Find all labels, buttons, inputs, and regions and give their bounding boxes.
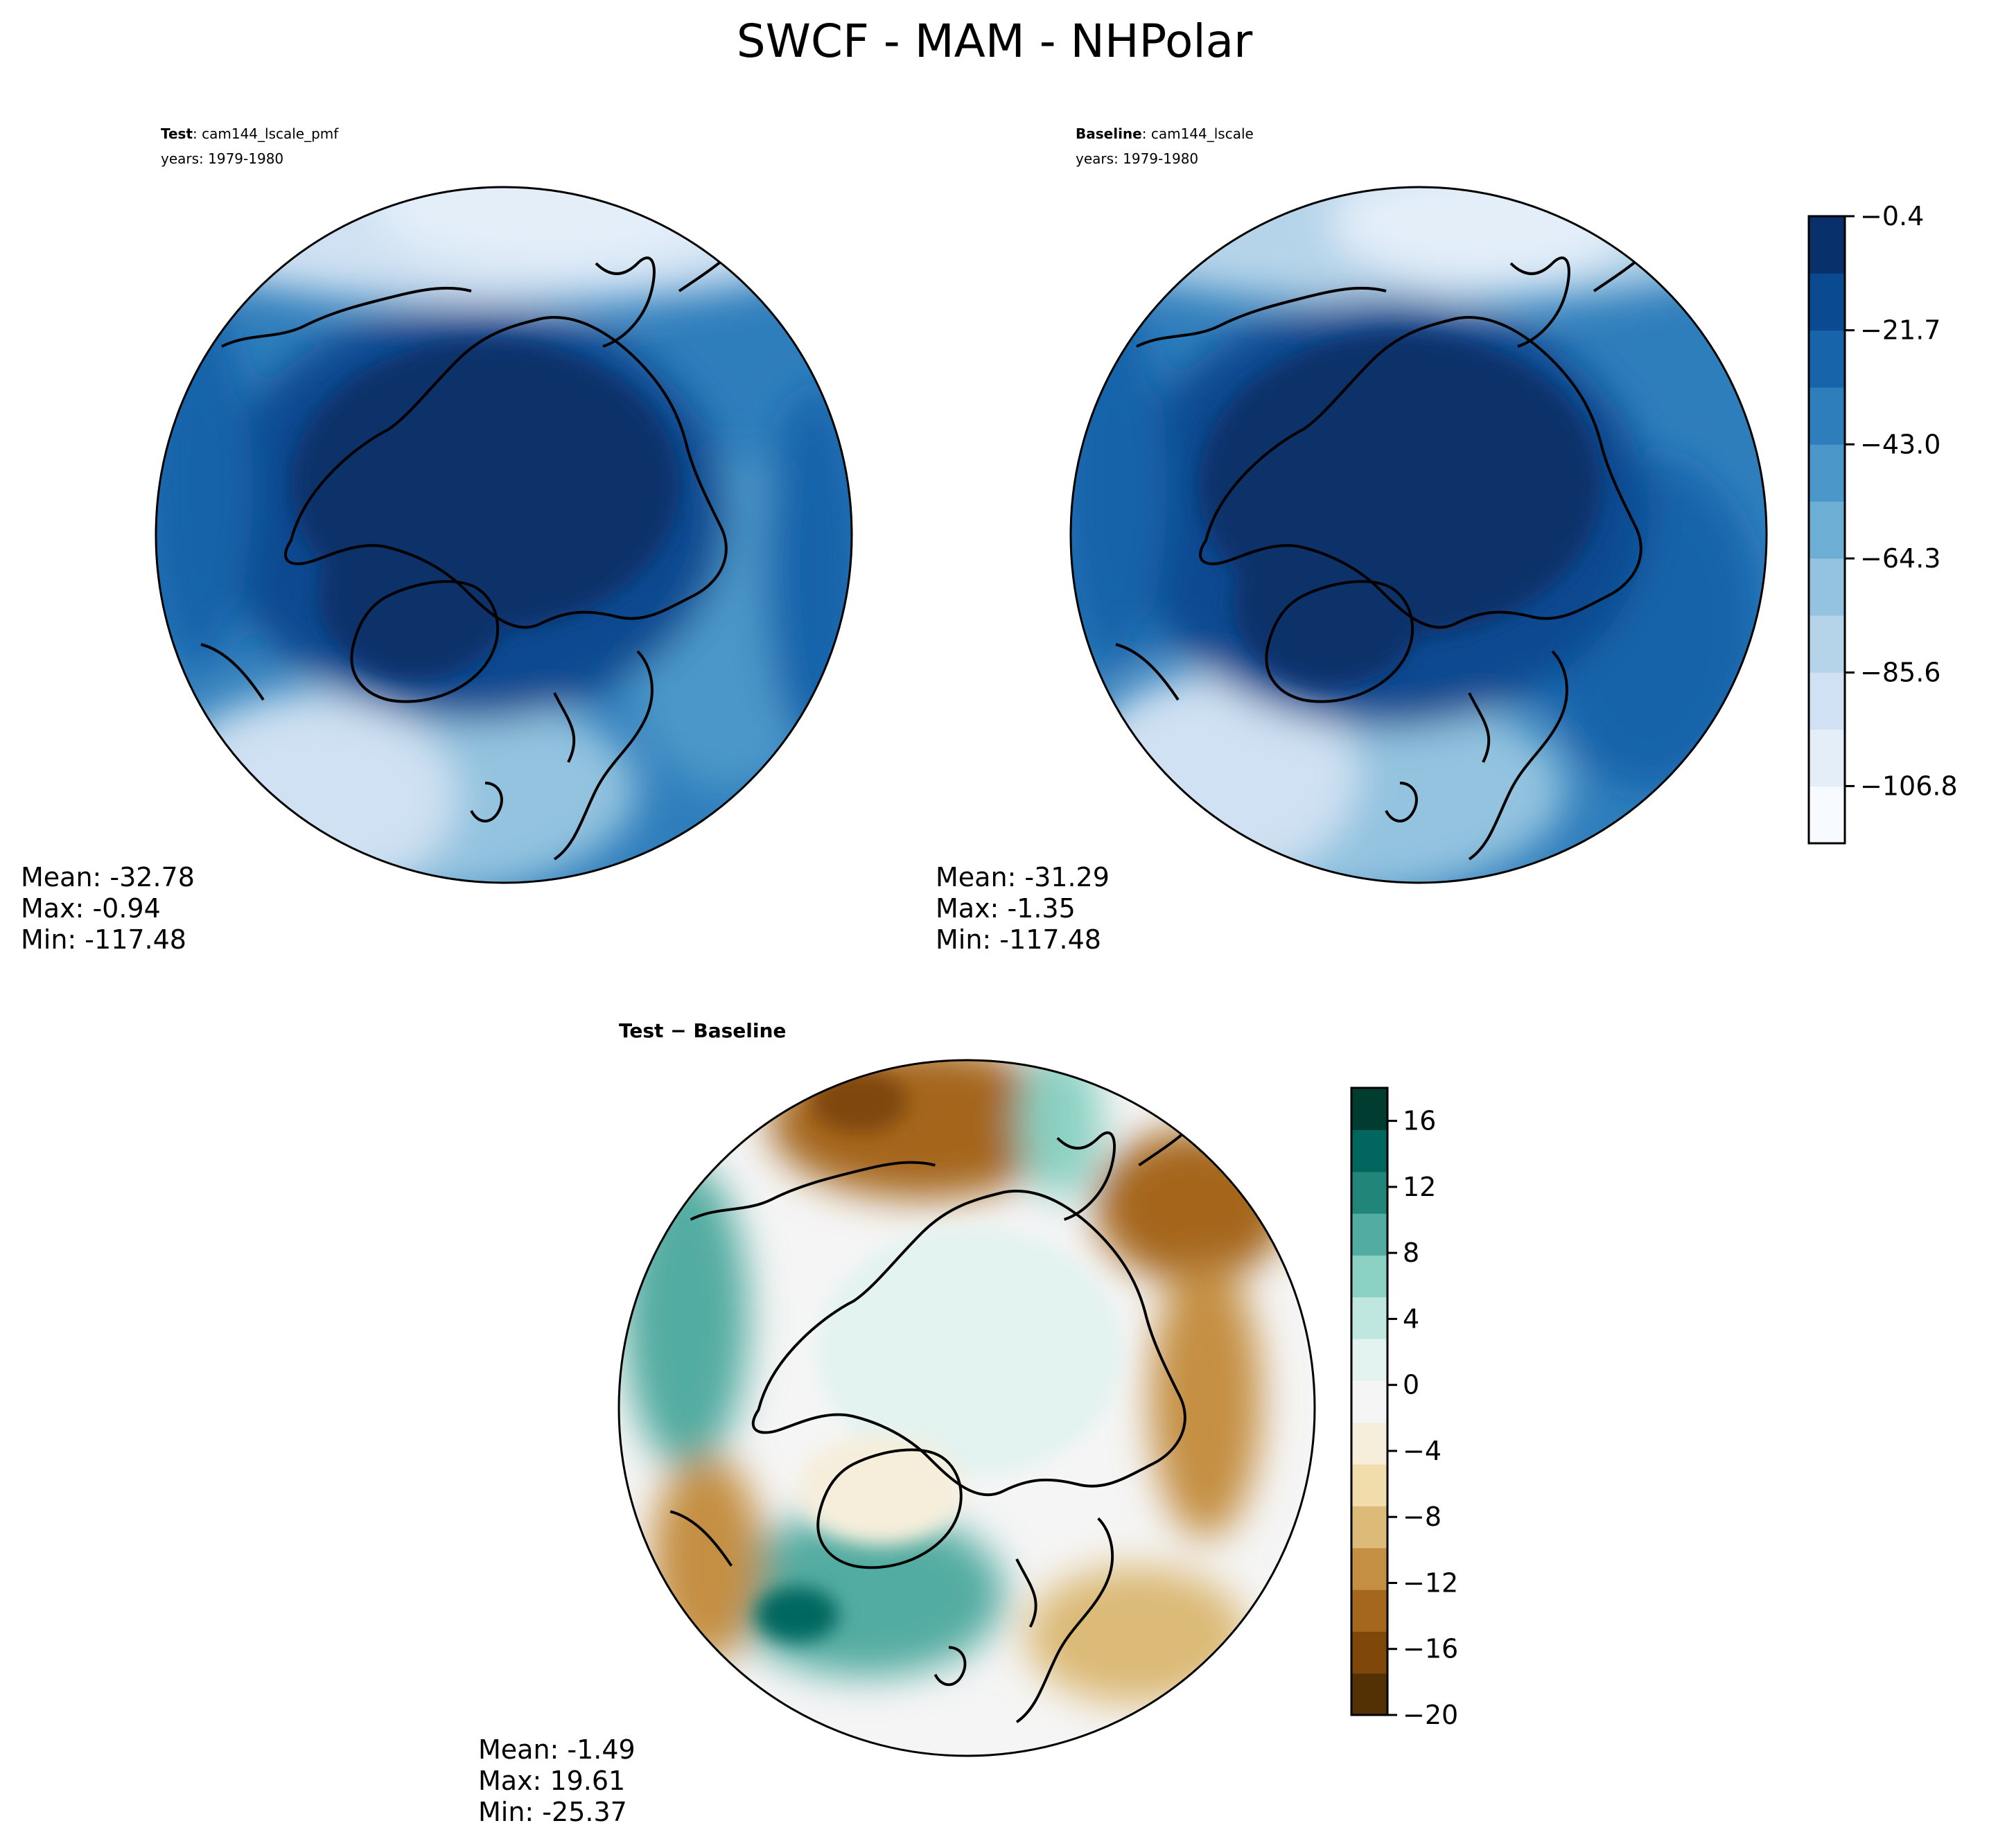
- diff-label-test: Test: [619, 1019, 663, 1042]
- colorbar-blues-tick-label: −43.0: [1860, 429, 1940, 459]
- colorbar-brbg-segment: [1351, 1380, 1387, 1423]
- diff-max: Max: 19.61: [478, 1766, 625, 1796]
- test-field-north-lightest: [374, 187, 735, 270]
- colorbar-brbg-segment: [1351, 1213, 1387, 1256]
- diff-field-north-dark-brown: [811, 1071, 908, 1133]
- baseline-years: years: 1979-1980: [1076, 150, 1198, 167]
- baseline-max: Max: -1.35: [936, 893, 1076, 924]
- test-field-greenland: [319, 513, 513, 679]
- diff-mean: Mean: -1.49: [478, 1734, 636, 1765]
- baseline-min: Min: -117.48: [936, 924, 1101, 955]
- test-map: [156, 187, 852, 883]
- colorbar-blues-tick-label: −64.3: [1860, 543, 1940, 574]
- colorbar-brbg-tick-label: −12: [1403, 1567, 1458, 1598]
- colorbar-brbg-segment: [1351, 1506, 1387, 1549]
- diff-panel-label: Test − Baseline: [619, 1019, 786, 1042]
- baseline-field-greenland: [1234, 520, 1428, 686]
- diff-field-pole: [818, 1226, 1123, 1476]
- diff-field-northeast-brown: [1095, 1129, 1289, 1282]
- colorbar-blues-segment: [1809, 501, 1845, 559]
- colorbar-brbg-segment: [1351, 1422, 1387, 1465]
- colorbar-blues-segment: [1809, 615, 1845, 673]
- colorbar-brbg-segment: [1351, 1339, 1387, 1381]
- colorbar-blues-tick-label: −85.6: [1860, 658, 1940, 688]
- test-label-name: : cam144_lscale_pmf: [193, 125, 339, 142]
- colorbar-blues-tick-label: −0.4: [1860, 201, 1924, 231]
- colorbar-brbg-segment: [1351, 1547, 1387, 1590]
- diff-field-east-brown: [1150, 1261, 1261, 1538]
- baseline-map-border: [1069, 186, 1768, 884]
- test-label-bold: Test: [161, 125, 193, 142]
- baseline-label-bold: Baseline: [1076, 125, 1142, 142]
- colorbar-blues-segment: [1809, 273, 1845, 331]
- diff-field-greenland: [797, 1434, 963, 1545]
- colorbar-blues-tick-label: −21.7: [1860, 315, 1940, 346]
- colorbar-blues: −0.4 −21.7 −43.0 −64.3 −85.6 −106.8: [1807, 201, 1958, 845]
- figure-title: SWCF - MAM - NHPolar: [737, 15, 1253, 68]
- test-panel-label: Test: cam144_lscale_pmf: [161, 125, 339, 142]
- colorbar-brbg-tick-label: 4: [1403, 1303, 1419, 1334]
- test-max: Max: -0.94: [21, 893, 161, 924]
- test-panel: Test: cam144_lscale_pmf years: 1979-1980: [21, 125, 853, 955]
- diff-field-southwest-brown: [651, 1455, 762, 1663]
- colorbar-brbg-segment: [1351, 1673, 1387, 1716]
- diff-field-southeast-brown: [1026, 1566, 1247, 1705]
- colorbar-brbg-tick-label: −4: [1403, 1436, 1442, 1466]
- colorbar-blues-segment: [1809, 387, 1845, 445]
- colorbar-brbg-segment: [1351, 1129, 1387, 1172]
- colorbar-brbg-tick-label: −8: [1403, 1502, 1442, 1532]
- diff-field-south-dark-teal: [755, 1587, 839, 1642]
- test-mean: Mean: -32.78: [21, 862, 195, 892]
- colorbar-brbg-outline: [1350, 1086, 1389, 1716]
- baseline-panel: Baseline: cam144_lscale years: 1979-1980: [936, 125, 1768, 955]
- colorbar-brbg-segment: [1351, 1296, 1387, 1339]
- colorbar-brbg-tick-label: 16: [1403, 1106, 1436, 1136]
- colorbar-blues-segment: [1809, 672, 1845, 730]
- diff-map-border: [617, 1059, 1316, 1757]
- test-map-border: [155, 186, 853, 884]
- colorbar-blues-segment: [1809, 729, 1845, 787]
- colorbar-blues-segment: [1809, 216, 1845, 274]
- test-field-atlantic-light: [180, 700, 457, 883]
- test-field-east: [766, 388, 852, 748]
- colorbar-blues-segment: [1809, 330, 1845, 388]
- test-min: Min: -117.48: [21, 924, 186, 955]
- colorbar-brbg: 16 12 8 4 0 −4 −8 −12 −16 −20: [1350, 1086, 1458, 1730]
- colorbar-brbg-segment: [1351, 1590, 1387, 1632]
- diff-coastlines: [669, 1119, 1242, 1723]
- colorbar-brbg-segment: [1351, 1631, 1387, 1674]
- colorbar-blues-segment: [1809, 786, 1845, 844]
- colorbar-blues-tick-label: −106.8: [1860, 771, 1958, 801]
- colorbar-blues-segment: [1809, 558, 1845, 616]
- baseline-field-north-lightest: [1331, 187, 1636, 284]
- diff-label-baseline: Baseline: [693, 1019, 786, 1042]
- diff-label-sep: −: [663, 1019, 693, 1042]
- diff-panel: Test − Baseline: [478, 1019, 1316, 1827]
- baseline-label-name: : cam144_lscale: [1142, 125, 1254, 142]
- colorbar-brbg-segment: [1351, 1255, 1387, 1298]
- colorbar-brbg-segment: [1351, 1171, 1387, 1214]
- colorbar-brbg-segment: [1351, 1088, 1387, 1130]
- diff-min: Min: -25.37: [478, 1797, 627, 1827]
- baseline-panel-label: Baseline: cam144_lscale: [1076, 125, 1254, 142]
- colorbar-brbg-tick-label: 8: [1403, 1238, 1419, 1268]
- colorbar-blues-outline: [1807, 215, 1846, 845]
- colorbar-brbg-tick-label: −16: [1403, 1634, 1458, 1664]
- colorbar-blues-segment: [1809, 444, 1845, 502]
- baseline-map: [1071, 187, 1767, 883]
- baseline-mean: Mean: -31.29: [936, 862, 1110, 892]
- colorbar-brbg-tick-label: 0: [1403, 1370, 1419, 1400]
- diff-map: [619, 1060, 1315, 1756]
- colorbar-brbg-tick-label: 12: [1403, 1172, 1436, 1202]
- colorbar-brbg-segment: [1351, 1464, 1387, 1506]
- test-years: years: 1979-1980: [161, 150, 283, 167]
- diff-field-north-teal: [1019, 1060, 1102, 1199]
- colorbar-brbg-tick-label: −20: [1403, 1700, 1458, 1730]
